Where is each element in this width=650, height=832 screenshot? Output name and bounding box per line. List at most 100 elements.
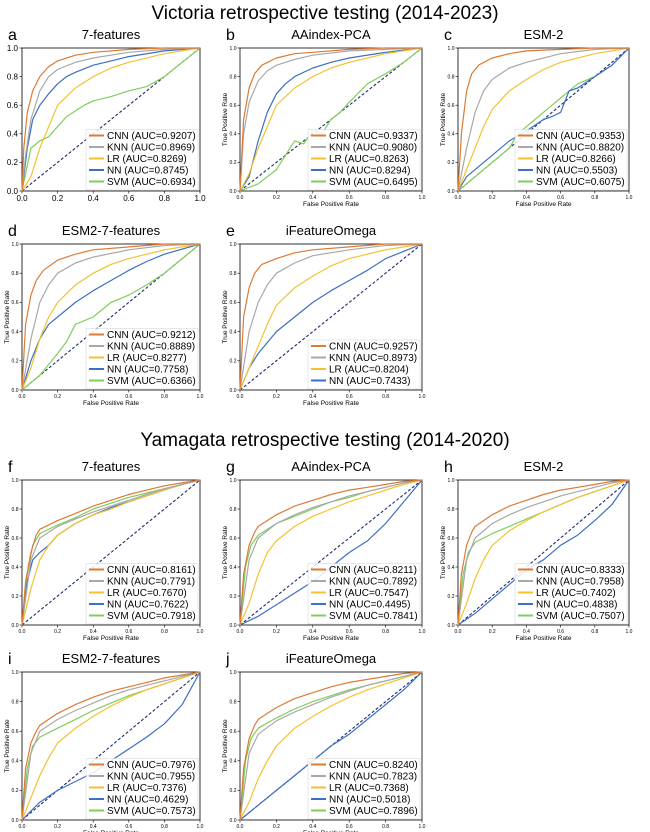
y-tick-label: 1.0 [230, 242, 237, 248]
roc-curve-cnn [21, 671, 201, 821]
roc-panel-d: d ESM2-7-features 0.00.0 0.2 0.2 0.4 0.4 0.6 0.6… [4, 223, 204, 407]
x-tick-label: 0.6 [125, 394, 132, 400]
y-tick-label: 0.2 [230, 160, 237, 166]
panel-letter: b [226, 27, 235, 44]
y-tick-label: 0.8 [230, 507, 237, 513]
legend-box [514, 563, 628, 625]
y-tick-label: 0.8 [7, 72, 19, 81]
roc-curve-cnn [239, 243, 422, 391]
panels: a 7-features0.00.00.20.20.40.40.60.60.80.… [4, 27, 633, 832]
x-tick-label: 0.4 [309, 195, 316, 201]
legend-label-cnn: CNN (AUC=0.9337) [329, 131, 418, 142]
x-tick-label: 1.0 [626, 195, 633, 201]
legend-label-cnn: CNN (AUC=0.8240) [329, 760, 418, 771]
roc-panel-j: j iFeatureOmega 0.00.0 0.2 0.2 0.4 0.4 0.6 0.6 0.… [222, 651, 426, 832]
y-tick-label: 0.2 [230, 788, 237, 794]
roc-curve-nn [457, 479, 630, 626]
x-tick-label: 0.0 [237, 629, 244, 635]
roc-curve-lr [239, 479, 423, 626]
roc-curve-cnn [21, 479, 201, 626]
legend-label-cnn: CNN (AUC=0.7976) [107, 760, 196, 771]
x-tick-label: 0.4 [523, 629, 530, 635]
x-axis-label: False Positive Rate [83, 400, 139, 407]
x-tick-label: 0.8 [382, 824, 389, 830]
y-tick-label: 0.2 [230, 594, 237, 600]
roc-panel-i: i ESM2-7-features 0.00.0 0.2 0.2 0.4 0.4 0.6 0.6… [4, 651, 204, 832]
legend-label-nn: NN (AUC=0.7622) [107, 600, 188, 611]
roc-curve-nn [21, 47, 201, 192]
chance-diagonal [21, 479, 201, 626]
roc-curve-nn [457, 47, 630, 192]
panel-letter: j [225, 651, 230, 668]
legend-label-svm: SVM (AUC=0.6495) [329, 177, 418, 188]
y-tick-label: 0.8 [230, 74, 237, 80]
x-tick-label: 0.8 [161, 824, 168, 830]
y-tick-label: 0.6 [12, 729, 19, 735]
legend-box [85, 758, 199, 820]
x-tick-label: 0.2 [52, 194, 64, 203]
legend-box [307, 339, 421, 390]
x-tick-label: 0.0 [455, 629, 462, 635]
x-tick-label: 0.4 [90, 629, 97, 635]
legend-label-knn: KNN (AUC=0.8969) [107, 143, 195, 154]
legend-box [85, 328, 199, 390]
legend-label-knn: KNN (AUC=0.7958) [536, 577, 624, 588]
panel-title: AAindex-PCA [291, 459, 371, 474]
section-title-victoria: Victoria retrospective testing (2014-202… [151, 3, 498, 24]
x-tick-label: 1.0 [419, 629, 426, 635]
legend-label-lr: LR (AUC=0.8269) [107, 154, 187, 165]
y-tick-label: 0.6 [448, 103, 455, 109]
roc-curve-lr [457, 47, 630, 192]
y-axis-label: True Positive Rate [222, 290, 229, 344]
x-tick-label: 1.0 [197, 394, 204, 400]
y-tick-label: 0.8 [448, 74, 455, 80]
y-tick-label: 0.0 [12, 818, 19, 824]
roc-curve-knn [457, 479, 630, 626]
legend-label-lr: LR (AUC=0.8263) [329, 154, 409, 165]
y-tick-label: 0.2 [230, 359, 237, 365]
x-tick-label: 1.0 [419, 195, 426, 201]
panel-title: ESM2-7-features [62, 651, 161, 666]
y-tick-label: 0.4 [230, 132, 237, 138]
plot-frame [21, 671, 201, 821]
panel-title: ESM-2 [524, 459, 564, 474]
y-tick-label: 0.8 [12, 699, 19, 705]
y-tick-label: 1.0 [12, 242, 19, 248]
roc-curve-knn [239, 671, 423, 821]
legend-label-nn: NN (AUC=0.8294) [329, 166, 410, 177]
plot-frame [457, 47, 630, 192]
y-tick-label: 0.6 [12, 536, 19, 542]
y-tick-label: 0.2 [12, 788, 19, 794]
roc-curve-knn [239, 479, 423, 626]
legend-label-cnn: CNN (AUC=0.9257) [329, 342, 418, 353]
x-tick-label: 0.0 [237, 824, 244, 830]
panel-title: iFeatureOmega [286, 223, 377, 238]
legend-label-knn: KNN (AUC=0.8973) [329, 353, 417, 364]
chance-diagonal [457, 479, 630, 626]
legend-label-lr: LR (AUC=0.7547) [329, 588, 409, 599]
legend-label-knn: KNN (AUC=0.8889) [107, 342, 195, 353]
x-tick-label: 0.0 [19, 394, 26, 400]
x-tick-label: 0.0 [19, 629, 26, 635]
roc-curve-lr [21, 671, 201, 821]
roc-panel-b: b AAindex-PCA 0.00.0 0.2 0.2 0.4 0.4 0.6 0.6 0.8 0… [222, 27, 426, 208]
x-axis-label: False Positive Rate [83, 830, 139, 832]
plot-frame [457, 479, 630, 626]
roc-curve-nn [239, 243, 423, 391]
roc-curve-lr [21, 479, 201, 626]
roc-curve-cnn [457, 479, 630, 626]
panel-letter: h [444, 459, 453, 476]
roc-curve-lr [21, 243, 201, 391]
legend-label-lr: LR (AUC=0.7368) [329, 783, 409, 794]
x-tick-label: 0.4 [309, 629, 316, 635]
legend-label-knn: KNN (AUC=0.8820) [536, 143, 624, 154]
y-tick-label: 1.0 [230, 46, 237, 52]
legend-label-nn: NN (AUC=0.4495) [329, 600, 410, 611]
panel-title: 7-features [82, 459, 141, 474]
legend-label-cnn: CNN (AUC=0.8211) [329, 565, 417, 576]
legend-label-lr: LR (AUC=0.8266) [536, 154, 616, 165]
y-tick-label: 0.6 [230, 300, 237, 306]
panel-letter: f [8, 459, 13, 476]
legend-box [85, 563, 199, 625]
x-tick-label: 1.0 [197, 629, 204, 635]
